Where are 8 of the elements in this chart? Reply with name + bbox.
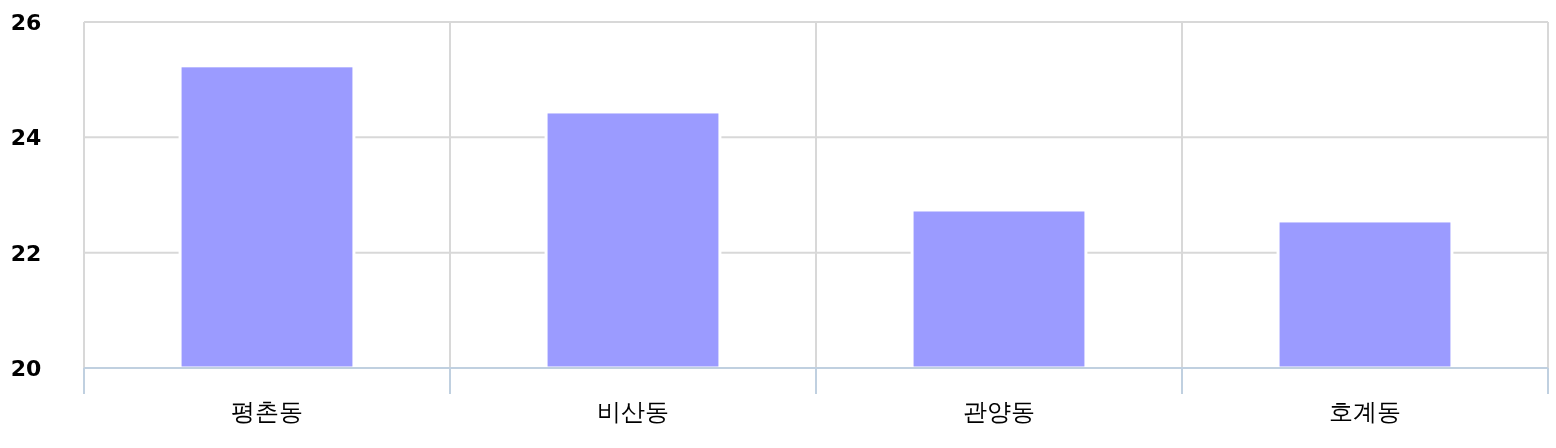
x-tick-label: 관양동 bbox=[963, 398, 1035, 426]
y-tick-label: 22 bbox=[10, 240, 42, 266]
x-tick-label: 호계동 bbox=[1329, 398, 1401, 426]
x-tick-label: 평촌동 bbox=[231, 398, 303, 426]
y-tick-label: 24 bbox=[10, 125, 42, 151]
y-tick-label: 20 bbox=[10, 356, 42, 381]
y-tick-label: 26 bbox=[10, 10, 42, 35]
x-tick-label: 비산동 bbox=[597, 398, 669, 426]
